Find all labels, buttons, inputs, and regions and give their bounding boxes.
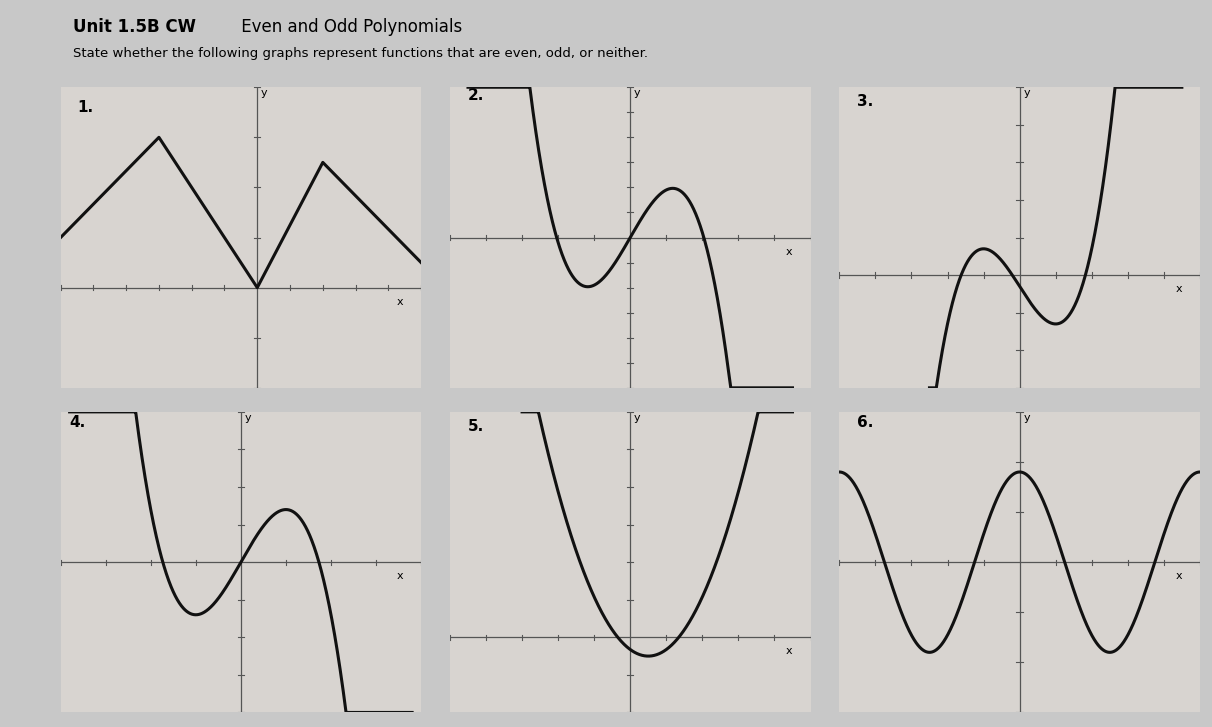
Text: y: y [634,413,640,422]
Text: x: x [396,297,404,307]
Text: x: x [396,571,404,581]
Text: Even and Odd Polynomials: Even and Odd Polynomials [236,18,463,36]
Text: 6.: 6. [857,415,874,430]
Text: y: y [1023,413,1030,422]
Text: Unit 1.5B CW: Unit 1.5B CW [73,18,195,36]
Text: y: y [1023,88,1030,98]
Text: x: x [785,246,793,257]
Text: 1.: 1. [78,100,93,116]
Text: x: x [785,646,793,656]
Text: 4.: 4. [69,415,86,430]
Text: 3.: 3. [857,94,874,109]
Text: 5.: 5. [468,419,485,434]
Text: y: y [245,413,251,422]
Text: x: x [1176,284,1182,294]
Text: y: y [634,88,640,98]
Text: y: y [261,88,268,98]
Text: State whether the following graphs represent functions that are even, odd, or ne: State whether the following graphs repre… [73,47,647,60]
Text: x: x [1176,571,1182,581]
Text: 2.: 2. [468,88,485,103]
